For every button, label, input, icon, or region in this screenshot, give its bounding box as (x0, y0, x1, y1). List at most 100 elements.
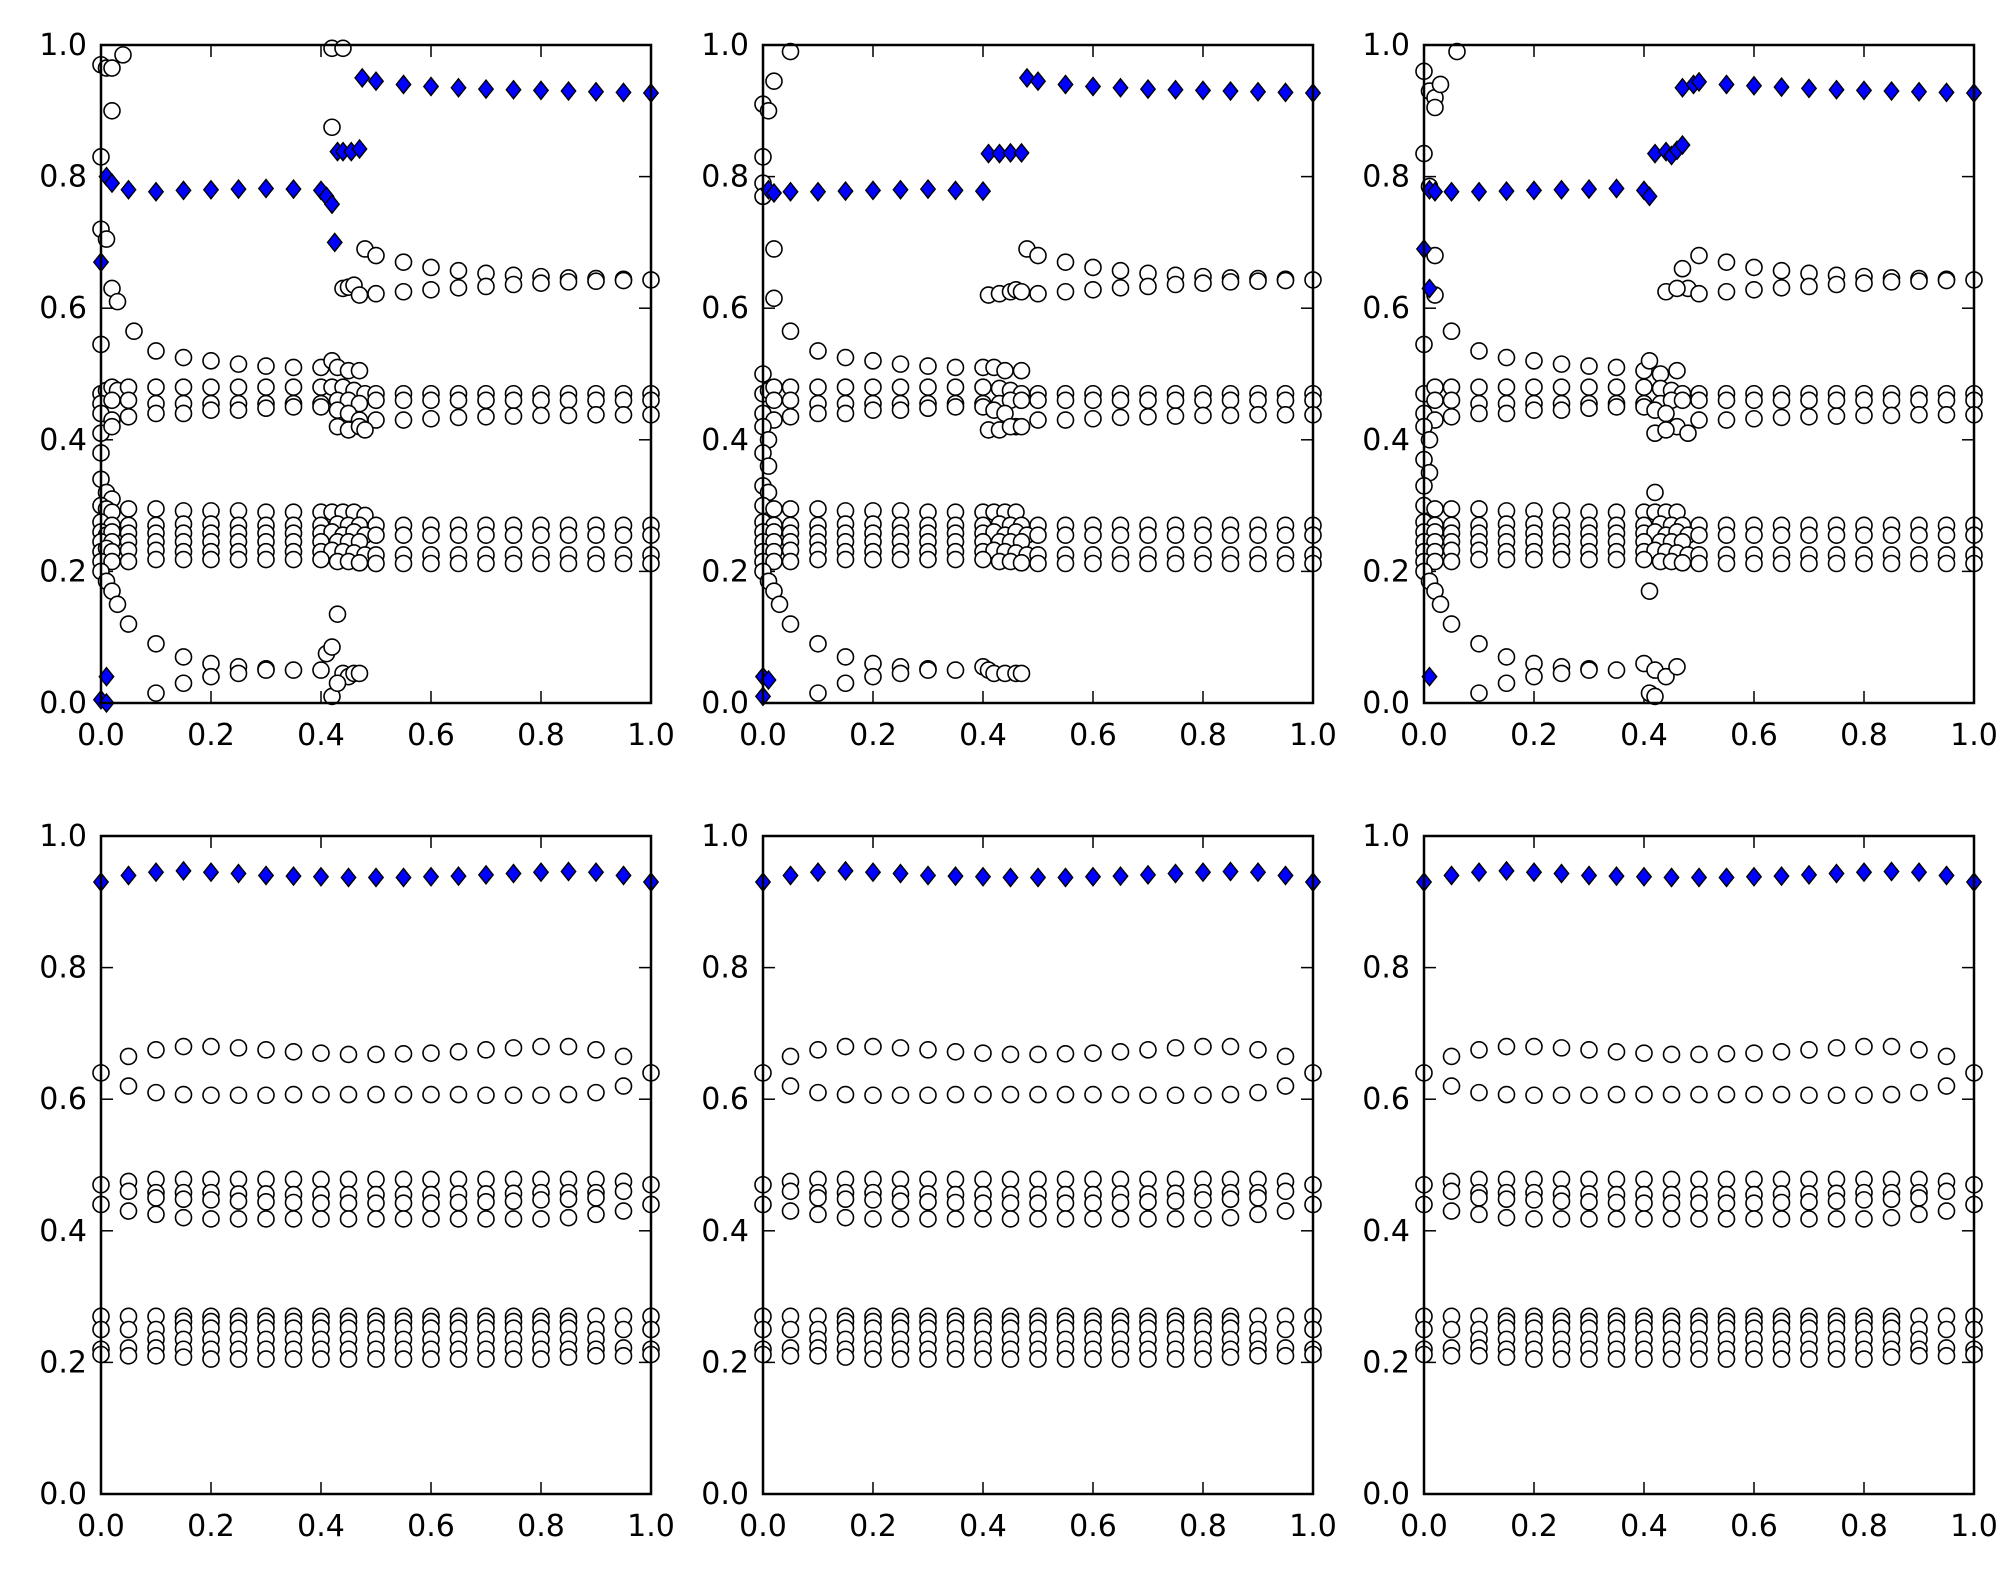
circle-point (174, 404, 193, 423)
diamond-point (782, 181, 799, 202)
circle-point (532, 1350, 550, 1368)
diamond-point (1663, 867, 1680, 888)
circle-point (765, 391, 783, 410)
y-tick-label: 0.4 (39, 1214, 87, 1249)
circle-point (1525, 1210, 1543, 1228)
circle-point (919, 1210, 937, 1228)
diamond-point (1498, 860, 1515, 881)
circle-point (946, 661, 965, 679)
circle-point (1580, 1193, 1598, 1211)
x-tick-label: 0.4 (1620, 1509, 1668, 1544)
circle-point (836, 1085, 855, 1104)
circle-point (1525, 1086, 1543, 1105)
x-tick-label: 0.6 (1730, 1509, 1778, 1544)
circle-point (394, 1044, 413, 1063)
circle-point (809, 1205, 827, 1224)
circle-point (1827, 554, 1846, 573)
diamond-point (782, 865, 799, 886)
circle-point (1442, 1077, 1461, 1095)
circle-point (1497, 378, 1516, 396)
circle-point (1745, 1085, 1763, 1104)
circle-point (1029, 246, 1047, 265)
circle-point (1012, 554, 1031, 572)
circle-point (946, 1085, 965, 1104)
diamond-point (367, 867, 385, 888)
x-tick-label: 0.6 (1069, 1509, 1117, 1544)
circle-point (1001, 1170, 1020, 1189)
diamond-point (505, 863, 522, 884)
circle-point (532, 1037, 550, 1056)
circle-point (1607, 1085, 1626, 1104)
circle-point (229, 502, 248, 520)
x-tick-label: 0.0 (1400, 718, 1448, 753)
circle-point (809, 550, 827, 569)
circle-point (174, 348, 193, 367)
circle-point (1056, 1085, 1075, 1104)
circle-point (394, 1350, 413, 1368)
circle-point (1910, 554, 1928, 573)
circle-point (174, 550, 193, 569)
diamond-point (285, 866, 302, 887)
diamond-point (340, 867, 357, 888)
circle-point (1497, 1348, 1516, 1366)
x-tick-label: 1.0 (1950, 718, 1998, 753)
circle-point (1552, 1086, 1571, 1105)
diamond-point (1938, 865, 1955, 886)
y-tick-label: 0.8 (39, 160, 87, 195)
circle-point (1442, 1347, 1461, 1365)
circle-point (1910, 405, 1928, 424)
circle-point (477, 1193, 495, 1211)
circle-point (202, 1037, 220, 1056)
circle-point (1012, 282, 1031, 301)
diamond-point (1635, 866, 1653, 887)
diamond-point (202, 862, 220, 883)
diamond-point (947, 180, 964, 201)
circle-point (1882, 1037, 1901, 1056)
circle-point (1882, 406, 1901, 425)
circle-point (1139, 1350, 1157, 1368)
circle-point (1646, 483, 1664, 502)
circle-point (836, 648, 855, 666)
circle-point (394, 253, 413, 271)
circle-point (147, 684, 165, 702)
circle-point (1525, 550, 1543, 569)
circle-point (1717, 411, 1736, 429)
circle-point (1029, 1210, 1047, 1228)
diamond-point (1112, 866, 1129, 887)
circle-point (1249, 1041, 1267, 1059)
circle-point (504, 1350, 523, 1368)
circle-point (1056, 1170, 1075, 1189)
circle-point (1662, 1194, 1681, 1212)
circle-point (504, 407, 523, 425)
circle-point (1607, 1350, 1626, 1368)
circle-point (1800, 526, 1818, 545)
diamond-point (1222, 80, 1239, 102)
x-tick-label: 0.8 (1179, 1509, 1227, 1544)
circle-point (1139, 277, 1157, 296)
diamond-point (974, 866, 992, 887)
circle-point (394, 411, 413, 429)
circle-point (1111, 391, 1130, 410)
circle-point (504, 554, 523, 573)
subplot-2: 0.0 0.2 0.4 0.6 0.8 1.0 0.0 0.2 0.4 0.6 0.8 1.0 (701, 28, 1337, 753)
circle-point (1690, 554, 1708, 573)
circle-point (1012, 664, 1031, 683)
circle-point (1221, 554, 1240, 573)
circle-point (312, 1044, 330, 1062)
circle-point (587, 554, 605, 573)
circle-point (284, 661, 303, 679)
circle-point (1673, 554, 1692, 572)
circle-point (1084, 409, 1102, 428)
x-tick-label: 0.0 (77, 718, 125, 753)
circle-point (1166, 391, 1185, 410)
diamond-point (980, 143, 997, 164)
subplot-1: 0.0 0.2 0.4 0.6 0.8 1.0 0.0 0.2 0.4 0.6 0.8 1.0 (39, 28, 675, 753)
circle-point (1552, 1210, 1571, 1228)
circle-point (1084, 1085, 1102, 1104)
circle-point (1084, 280, 1102, 299)
circle-point (1800, 1170, 1818, 1189)
circle-point (1717, 391, 1736, 410)
x-tick-label: 0.4 (959, 1509, 1007, 1544)
circle-point (229, 378, 248, 396)
circle-point (781, 1202, 800, 1220)
